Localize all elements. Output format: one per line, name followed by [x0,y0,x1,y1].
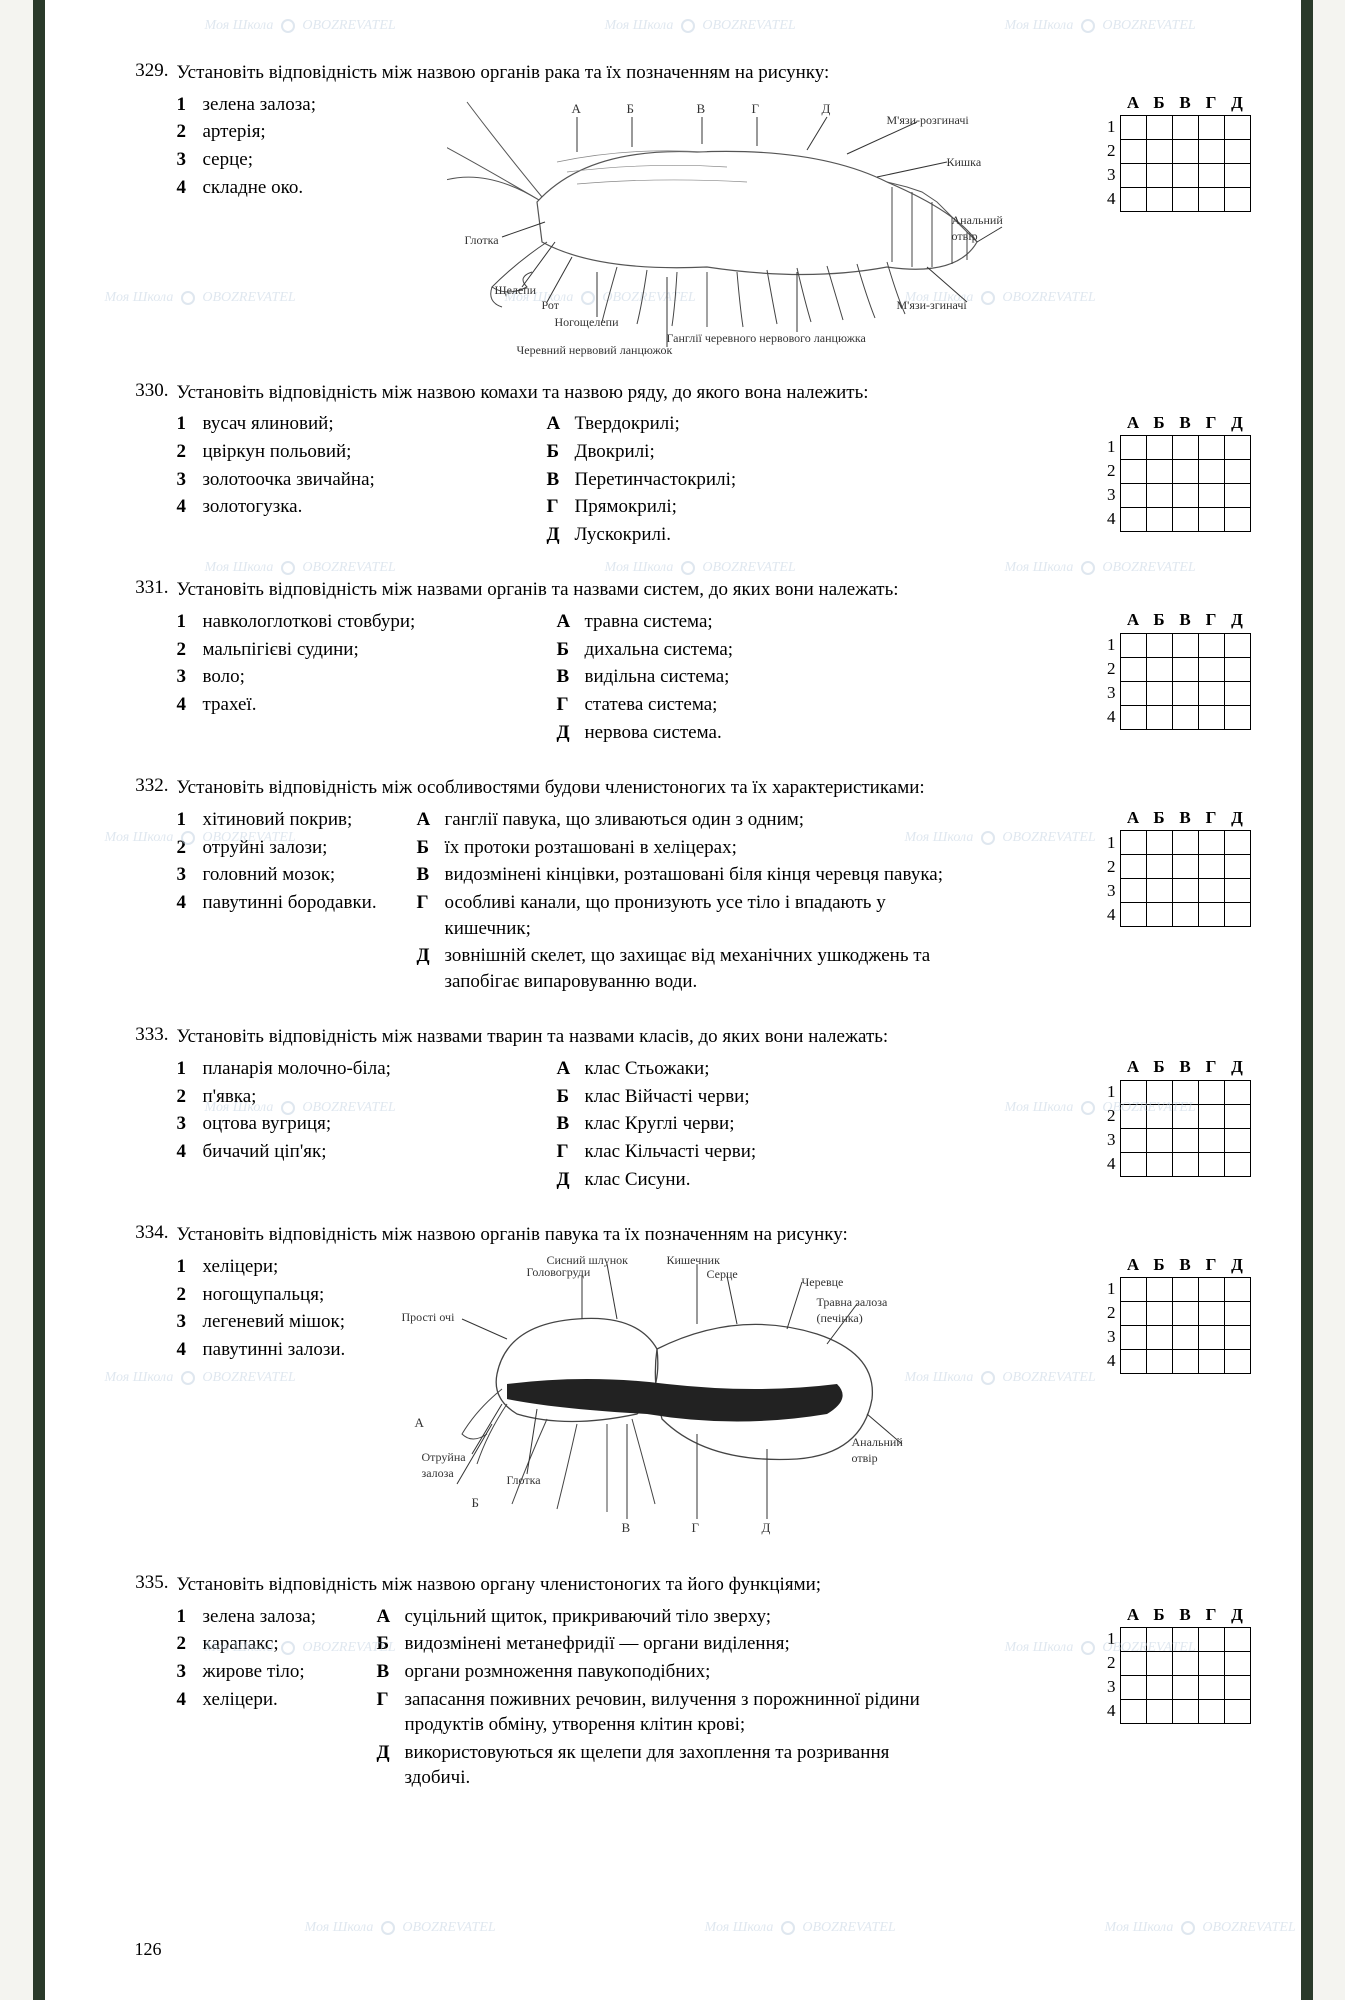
left-list: 1хеліцери; 2ногощупальця; 3легеневий міш… [177,1254,387,1365]
watermark: Моя Школа OBOZREVATEL [1005,18,1196,34]
question-number: 332. [125,775,169,797]
question-prompt: Установіть відповідність між назвами орг… [177,577,1251,603]
question-329: 329. Установіть відповідність між назвою… [125,60,1251,352]
right-list: Атравна система; Бдихальна система; Ввид… [557,609,837,747]
watermark: Моя Школа OBOZREVATEL [1105,1920,1296,1936]
question-number: 334. [125,1222,169,1244]
watermark: Моя Школа OBOZREVATEL [205,18,396,34]
question-335: 335. Установіть відповідність між назвою… [125,1572,1251,1793]
right-list: Асуцільний щиток, прикриваючий тіло звер… [377,1604,957,1793]
question-number: 329. [125,60,169,82]
answer-grid-332: АБВГД 1 2 3 4 [1091,807,1251,928]
question-330: 330. Установіть відповідність між назвою… [125,380,1251,550]
question-prompt: Установіть відповідність між назвами тва… [177,1024,1251,1050]
right-list: АТвердокрилі; БДвокрилі; ВПеретинчастокр… [547,411,827,549]
question-prompt: Установіть відповідність між особливостя… [177,775,1251,801]
question-331: 331. Установіть відповідність між назвам… [125,577,1251,747]
watermark: Моя Школа OBOZREVATEL [205,560,396,576]
watermark: Моя Школа OBOZREVATEL [705,1920,896,1936]
watermark: Моя Школа OBOZREVATEL [605,560,796,576]
watermark: Моя Школа OBOZREVATEL [305,1920,496,1936]
left-list: 1зелена залоза; 2карапакс; 3жирове тіло;… [177,1604,357,1715]
left-list: 1зелена залоза; 2артерія; 3серце; 4склад… [177,92,427,203]
question-prompt: Установіть відповідність між назвою орга… [177,1572,1251,1598]
document-page: Моя Школа OBOZREVATEL Моя Школа OBOZREVA… [33,0,1313,2000]
question-prompt: Установіть відповідність між назвою кома… [177,380,1251,406]
right-list: Аганглії павука, що зливаються один з од… [417,807,977,996]
answer-grid-330: АБВГД 1 2 3 4 [1091,411,1251,532]
question-number: 330. [125,380,169,402]
question-number: 333. [125,1024,169,1046]
question-prompt: Установіть відповідність між назвою орга… [177,60,1251,86]
answer-grid-331: АБВГД 1 2 3 4 [1091,609,1251,730]
left-list: 1вусач ялиновий; 2цвіркун польовий; 3зол… [177,411,427,522]
right-list: Аклас Стьожаки; Бклас Війчасті черви; Вк… [557,1056,837,1194]
question-number: 331. [125,577,169,599]
answer-grid-334: АБВГД 1 2 3 4 [1091,1254,1251,1375]
answer-grid-333: АБВГД 1 2 3 4 [1091,1056,1251,1177]
question-prompt: Установіть відповідність між назвою орга… [177,1222,1251,1248]
answer-grid-335: АБВГД 1 2 3 4 [1091,1604,1251,1725]
watermark: Моя Школа OBOZREVATEL [1005,560,1196,576]
left-list: 1хітиновий покрив; 2отруйні залози; 3гол… [177,807,397,918]
watermark: Моя Школа OBOZREVATEL [605,18,796,34]
left-list: 1навкологлоткові стовбури; 2мальпігієві … [177,609,477,720]
crayfish-diagram: А Б В Г Д М'язи-розгиначі Кишка Анальний… [447,92,1007,352]
answer-grid-329: АБВГД 1 2 3 4 [1091,92,1251,213]
question-334: 334. Установіть відповідність між назвою… [125,1222,1251,1544]
spider-diagram: Сисний шлунок Головогруди Кишечник Серце… [407,1254,927,1544]
question-number: 335. [125,1572,169,1594]
question-333: 333. Установіть відповідність між назвам… [125,1024,1251,1194]
left-list: 1планарія молочно-біла; 2п'явка; 3оцтова… [177,1056,457,1167]
page-number: 126 [135,1939,162,1960]
question-332: 332. Установіть відповідність між особли… [125,775,1251,996]
